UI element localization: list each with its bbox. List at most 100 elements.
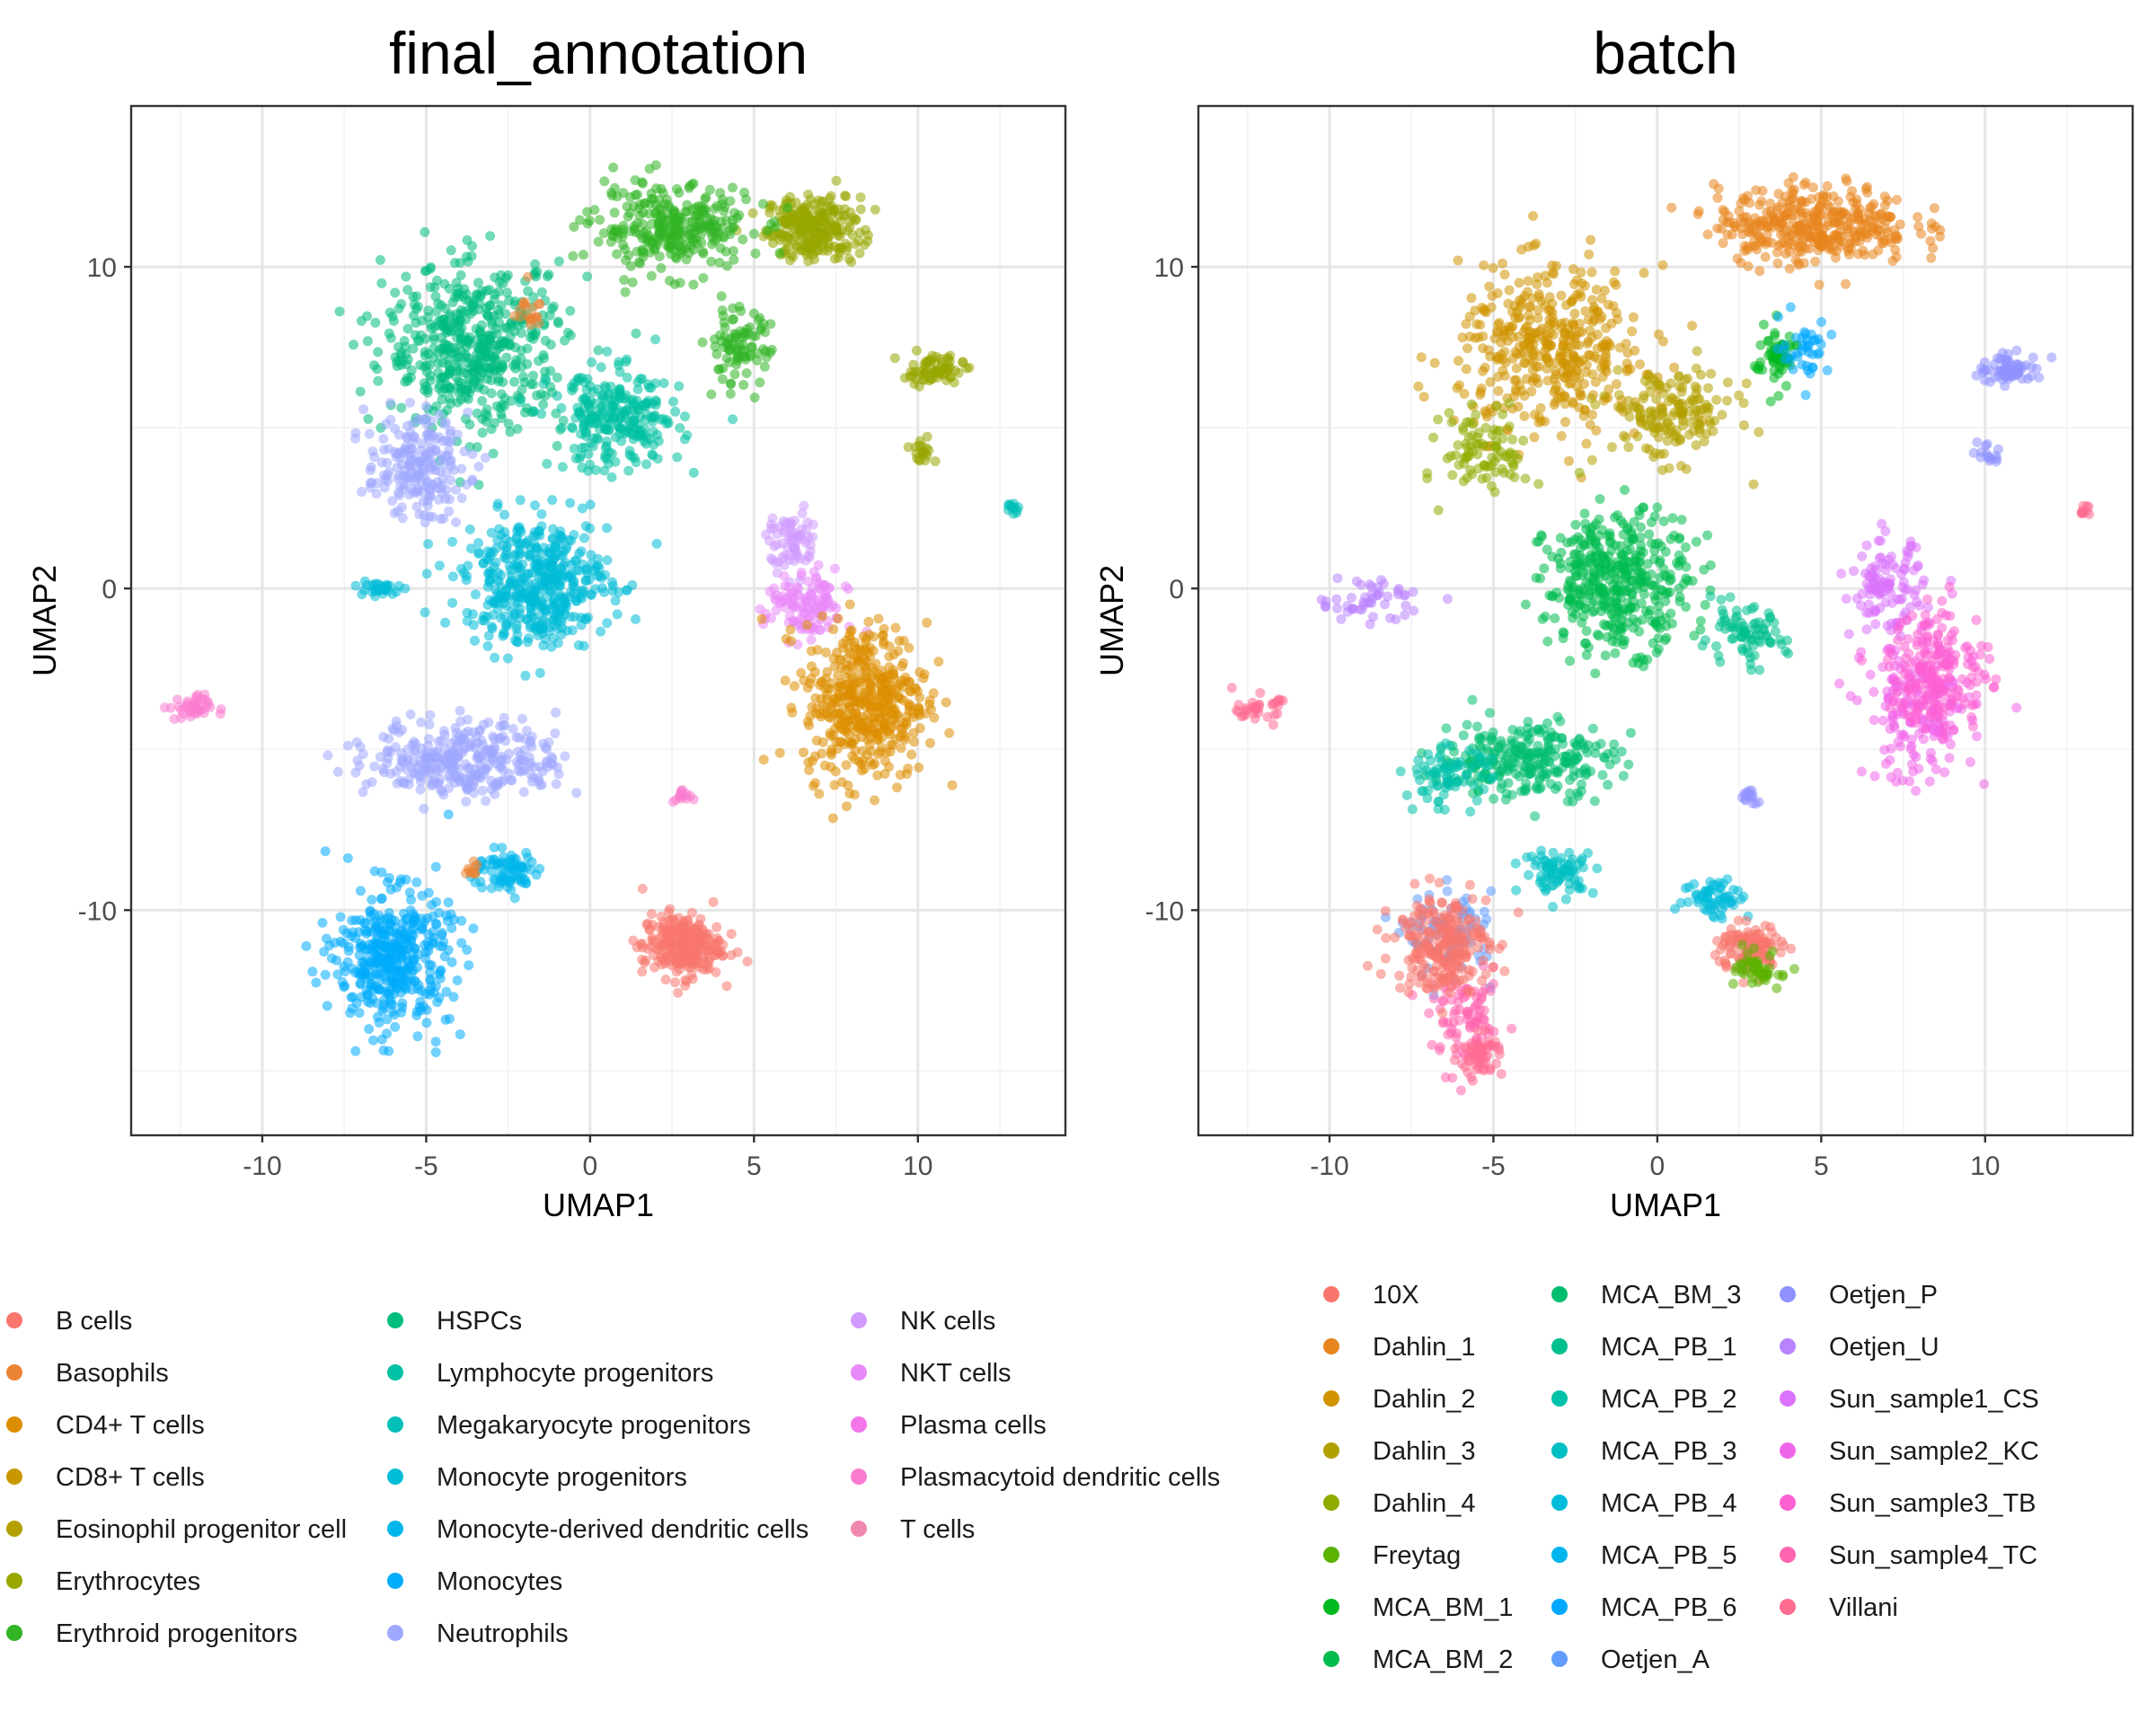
data-point (821, 702, 831, 712)
data-point (1754, 266, 1764, 276)
data-point (1851, 237, 1860, 247)
data-point (380, 585, 390, 595)
data-point (1576, 292, 1586, 302)
data-point (1651, 394, 1661, 404)
data-point (685, 242, 695, 251)
data-point (462, 571, 472, 581)
data-point (1560, 392, 1570, 401)
data-point (536, 409, 546, 419)
data-point (912, 448, 922, 458)
data-point (920, 669, 930, 679)
data-point (350, 434, 360, 444)
data-point (514, 875, 524, 885)
data-point (478, 786, 488, 796)
data-point (581, 614, 591, 624)
data-point (385, 769, 395, 779)
data-point (709, 897, 719, 907)
data-point (632, 942, 642, 952)
data-point (413, 486, 423, 496)
data-point (842, 801, 852, 811)
data-point (578, 504, 588, 514)
data-point (451, 485, 461, 495)
data-point (666, 943, 676, 953)
data-point (830, 698, 840, 708)
data-point (606, 188, 616, 198)
data-point (1541, 300, 1551, 310)
data-point (1913, 212, 1922, 222)
data-point (1503, 336, 1513, 346)
data-point (388, 1000, 398, 1010)
data-point (669, 916, 679, 926)
data-point (339, 962, 349, 972)
data-point (1490, 333, 1500, 343)
data-point (1607, 442, 1617, 452)
data-point (643, 379, 653, 389)
data-point (1739, 420, 1749, 430)
data-point (1588, 317, 1598, 327)
data-point (1935, 232, 1945, 242)
data-point (1930, 203, 1940, 213)
data-point (515, 397, 525, 407)
data-point (485, 551, 495, 561)
data-point (799, 747, 808, 757)
data-point (355, 950, 365, 960)
data-point (828, 814, 838, 824)
data-point (558, 533, 568, 543)
data-point (554, 769, 564, 779)
data-point (786, 703, 796, 713)
data-point (691, 932, 701, 942)
data-point (1621, 433, 1631, 443)
data-point (1547, 260, 1557, 270)
data-point (870, 205, 880, 215)
data-point (509, 611, 519, 621)
data-point (323, 751, 332, 761)
data-point (1724, 211, 1734, 221)
data-point (1587, 369, 1597, 379)
data-point (1568, 321, 1578, 331)
data-point (468, 923, 478, 933)
data-point (629, 201, 639, 211)
data-point (599, 176, 609, 186)
data-point (657, 184, 667, 194)
data-point (397, 998, 407, 1008)
data-point (421, 401, 431, 411)
data-point (835, 232, 845, 242)
data-point (467, 782, 477, 792)
data-point (1568, 264, 1578, 274)
data-point (637, 955, 647, 965)
data-point (1458, 332, 1468, 342)
data-point (643, 919, 653, 929)
data-point (422, 569, 432, 578)
data-point (866, 680, 876, 690)
data-point (447, 957, 457, 967)
data-point (351, 581, 361, 591)
data-point (552, 391, 562, 401)
data-point (816, 625, 826, 635)
data-point (775, 748, 785, 758)
data-point (1498, 259, 1507, 269)
data-point (1568, 355, 1578, 365)
data-point (1890, 245, 1900, 255)
data-point (490, 854, 499, 864)
x-tick-label: -10 (243, 1151, 281, 1181)
data-point (429, 343, 438, 353)
data-point (427, 775, 437, 785)
data-point (747, 342, 756, 352)
data-point (682, 794, 692, 804)
data-point (728, 414, 738, 424)
data-point (885, 726, 895, 736)
data-point (383, 476, 393, 486)
data-point (702, 930, 711, 939)
data-point (216, 709, 225, 719)
data-point (866, 704, 876, 714)
data-point (514, 584, 524, 594)
data-point (854, 236, 864, 246)
data-point (395, 453, 405, 463)
data-point (755, 604, 765, 614)
data-point (659, 378, 669, 388)
data-point (499, 713, 509, 723)
data-point (800, 247, 810, 257)
data-point (1478, 366, 1488, 376)
data-point (436, 514, 446, 524)
data-point (390, 1010, 400, 1019)
